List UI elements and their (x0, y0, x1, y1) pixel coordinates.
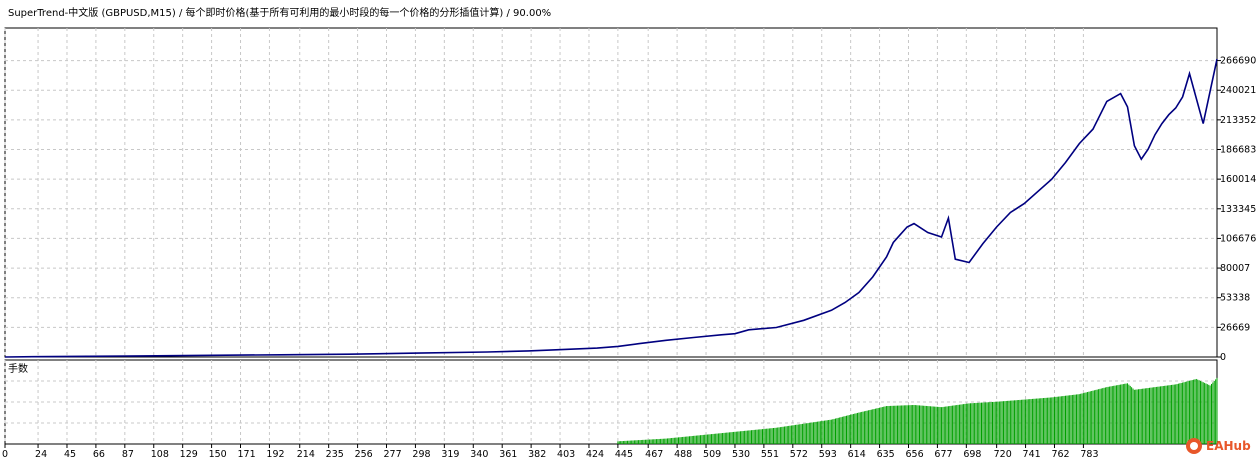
x-tick-label: 319 (441, 449, 459, 460)
x-tick-label: 783 (1080, 449, 1098, 460)
x-tick-label: 298 (412, 449, 430, 460)
y-tick-label: 240021 (1220, 85, 1256, 96)
x-tick-label: 698 (963, 449, 981, 460)
x-tick-label: 66 (93, 449, 105, 460)
y-tick-label: 0 (1220, 352, 1226, 363)
x-tick-label: 340 (470, 449, 488, 460)
x-tick-label: 720 (994, 449, 1012, 460)
watermark: EAHub (1186, 436, 1256, 456)
x-tick-label: 635 (877, 449, 895, 460)
x-tick-label: 361 (499, 449, 517, 460)
y-tick-label: 266690 (1220, 56, 1256, 67)
x-tick-label: 677 (934, 449, 952, 460)
y-tick-label: 53338 (1220, 293, 1250, 304)
x-tick-label: 424 (586, 449, 604, 460)
x-tick-label: 171 (238, 449, 256, 460)
x-tick-label: 235 (326, 449, 344, 460)
equity-series (4, 58, 1218, 358)
x-tick-label: 256 (355, 449, 373, 460)
x-tick-label: 214 (297, 449, 315, 460)
x-tick-label: 108 (151, 449, 169, 460)
eahub-logo-icon (1186, 438, 1202, 454)
main-chart-title: SuperTrend-中文版 (GBPUSD,M15) / 每个即时价格(基于所… (8, 6, 551, 19)
x-tick-label: 87 (122, 449, 134, 460)
x-tick-label: 551 (761, 449, 779, 460)
x-tick-label: 129 (180, 449, 198, 460)
x-tick-label: 0 (2, 449, 8, 460)
y-tick-label: 160014 (1220, 174, 1256, 185)
x-tick-label: 467 (645, 449, 663, 460)
watermark-text: EAHub (1206, 439, 1251, 453)
x-tick-label: 403 (557, 449, 575, 460)
x-tick-label: 741 (1023, 449, 1041, 460)
main-y-axis: 0 26669 53338 80007 106676 133345 160014 186683… (1217, 56, 1256, 363)
x-tick-label: 530 (732, 449, 750, 460)
x-tick-label: 45 (64, 449, 76, 460)
x-tick-label: 192 (266, 449, 284, 460)
y-tick-label: 80007 (1220, 263, 1250, 274)
x-tick-label: 593 (819, 449, 837, 460)
x-tick-label: 509 (703, 449, 721, 460)
lots-series (617, 377, 1218, 444)
x-tick-label: 24 (35, 449, 47, 460)
y-tick-label: 106676 (1220, 233, 1256, 244)
main-grid (4, 28, 1217, 357)
x-tick-label: 762 (1051, 449, 1069, 460)
lots-panel-title: 手数 (8, 362, 28, 375)
x-tick-label: 488 (674, 449, 692, 460)
x-tick-label: 150 (209, 449, 227, 460)
equity-line (4, 58, 1218, 358)
x-tick-label: 382 (528, 449, 546, 460)
x-tick-label: 614 (848, 449, 866, 460)
x-tick-label: 572 (790, 449, 808, 460)
main-plot-area (4, 27, 1218, 358)
y-tick-label: 213352 (1220, 115, 1256, 126)
y-tick-label: 133345 (1220, 204, 1256, 215)
y-tick-label: 186683 (1220, 145, 1256, 156)
x-tick-label: 277 (384, 449, 402, 460)
x-axis: 0 24 45 66 87 108 129 150 171 192 214 235 256 277 298 3… (2, 444, 1099, 460)
y-tick-label: 26669 (1220, 322, 1250, 333)
x-tick-label: 445 (615, 449, 633, 460)
x-tick-label: 656 (905, 449, 923, 460)
